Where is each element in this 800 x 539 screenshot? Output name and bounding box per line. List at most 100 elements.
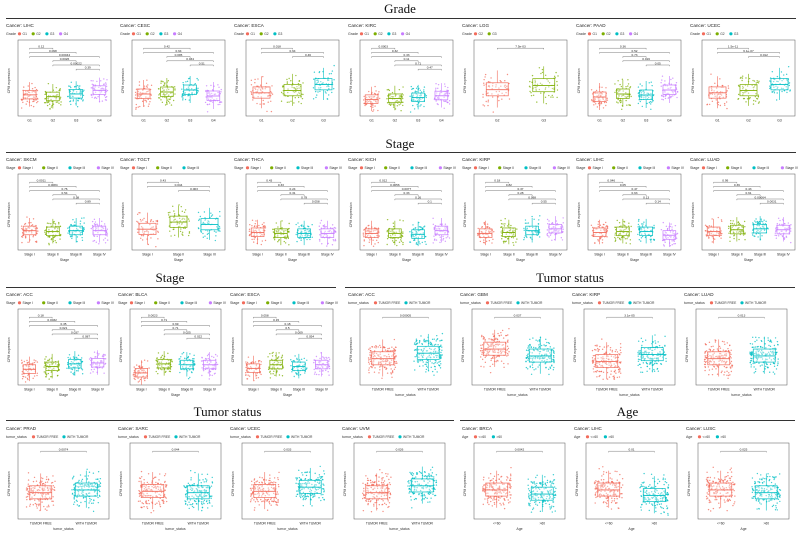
data-point [215, 240, 216, 241]
data-point [133, 372, 134, 373]
data-point [319, 229, 320, 230]
data-point [246, 378, 247, 379]
data-point [546, 103, 547, 104]
data-point [73, 99, 74, 100]
data-point [137, 232, 138, 233]
data-point [148, 106, 149, 107]
data-point [254, 226, 255, 227]
data-point [267, 356, 268, 357]
data-point [413, 228, 414, 229]
data-point [49, 104, 50, 105]
data-point [742, 75, 743, 76]
data-point [556, 220, 557, 221]
data-point [606, 102, 607, 103]
data-point [614, 237, 615, 238]
data-point [620, 239, 621, 240]
data-point [525, 219, 526, 220]
data-point [286, 238, 287, 239]
data-point [557, 89, 558, 90]
data-point [91, 369, 92, 370]
p-value-label: 0.37 [517, 187, 523, 191]
data-point [44, 358, 45, 359]
data-point [638, 86, 639, 87]
legend-label: Stage I [251, 166, 262, 170]
data-point [424, 241, 425, 242]
data-point [538, 223, 539, 224]
data-point [300, 96, 301, 97]
data-point [247, 362, 248, 363]
data-point [402, 94, 403, 95]
data-point [598, 221, 599, 222]
data-point [207, 230, 208, 231]
data-point [60, 97, 61, 98]
data-point [417, 362, 418, 363]
data-point [216, 364, 217, 365]
data-point [626, 104, 627, 105]
data-point [744, 232, 745, 233]
data-point [185, 228, 186, 229]
data-point [369, 367, 370, 368]
data-point [255, 361, 256, 362]
data-point [77, 236, 78, 237]
data-point [302, 94, 303, 95]
data-point [103, 84, 104, 85]
data-point [83, 217, 84, 218]
data-point [145, 100, 146, 101]
data-point [786, 92, 787, 93]
data-point [642, 236, 643, 237]
p-value-label: 0.47 [631, 187, 637, 191]
data-point [51, 238, 52, 239]
y-axis-label: CPM expression [691, 202, 695, 227]
legend-label: Stage III [73, 166, 85, 170]
panel-title: Cancer: LUAD [690, 157, 720, 162]
data-point [92, 240, 93, 241]
x-tick-label: G4 [439, 119, 444, 123]
data-point [287, 102, 288, 103]
legend-title: Stage [348, 166, 357, 170]
data-point [56, 101, 57, 102]
data-point [256, 103, 257, 104]
data-point [752, 234, 753, 235]
data-point [434, 344, 435, 345]
section-rule-tumor-1 [345, 287, 795, 288]
data-point [642, 106, 643, 107]
y-axis-label: CPM expression [349, 202, 353, 227]
data-point [402, 105, 403, 106]
x-tick-label: G2 [495, 119, 500, 123]
data-point [95, 221, 96, 222]
data-point [139, 81, 140, 82]
data-point [781, 91, 782, 92]
legend-label: Stage II [275, 166, 286, 170]
data-point [214, 373, 215, 374]
data-point [504, 225, 505, 226]
data-point [288, 228, 289, 229]
data-point [60, 101, 61, 102]
data-point [47, 360, 48, 361]
data-point [33, 218, 34, 219]
data-point [58, 103, 59, 104]
data-point [374, 372, 375, 373]
data-point [396, 245, 397, 246]
data-point [251, 84, 252, 85]
data-point [591, 225, 592, 226]
x-tick-label: G3 [644, 119, 649, 123]
legend-label: G2 [479, 32, 484, 36]
data-point [614, 234, 615, 235]
data-point [161, 369, 162, 370]
data-point [641, 223, 642, 224]
legend-swatch [159, 32, 162, 35]
data-point [47, 105, 48, 106]
data-point [483, 366, 484, 367]
data-point [277, 357, 278, 358]
data-point [640, 83, 641, 84]
data-point [34, 362, 35, 363]
data-point [278, 239, 279, 240]
data-point [591, 235, 592, 236]
data-point [82, 100, 83, 101]
data-point [181, 88, 182, 89]
data-point [709, 225, 710, 226]
data-point [705, 230, 706, 231]
